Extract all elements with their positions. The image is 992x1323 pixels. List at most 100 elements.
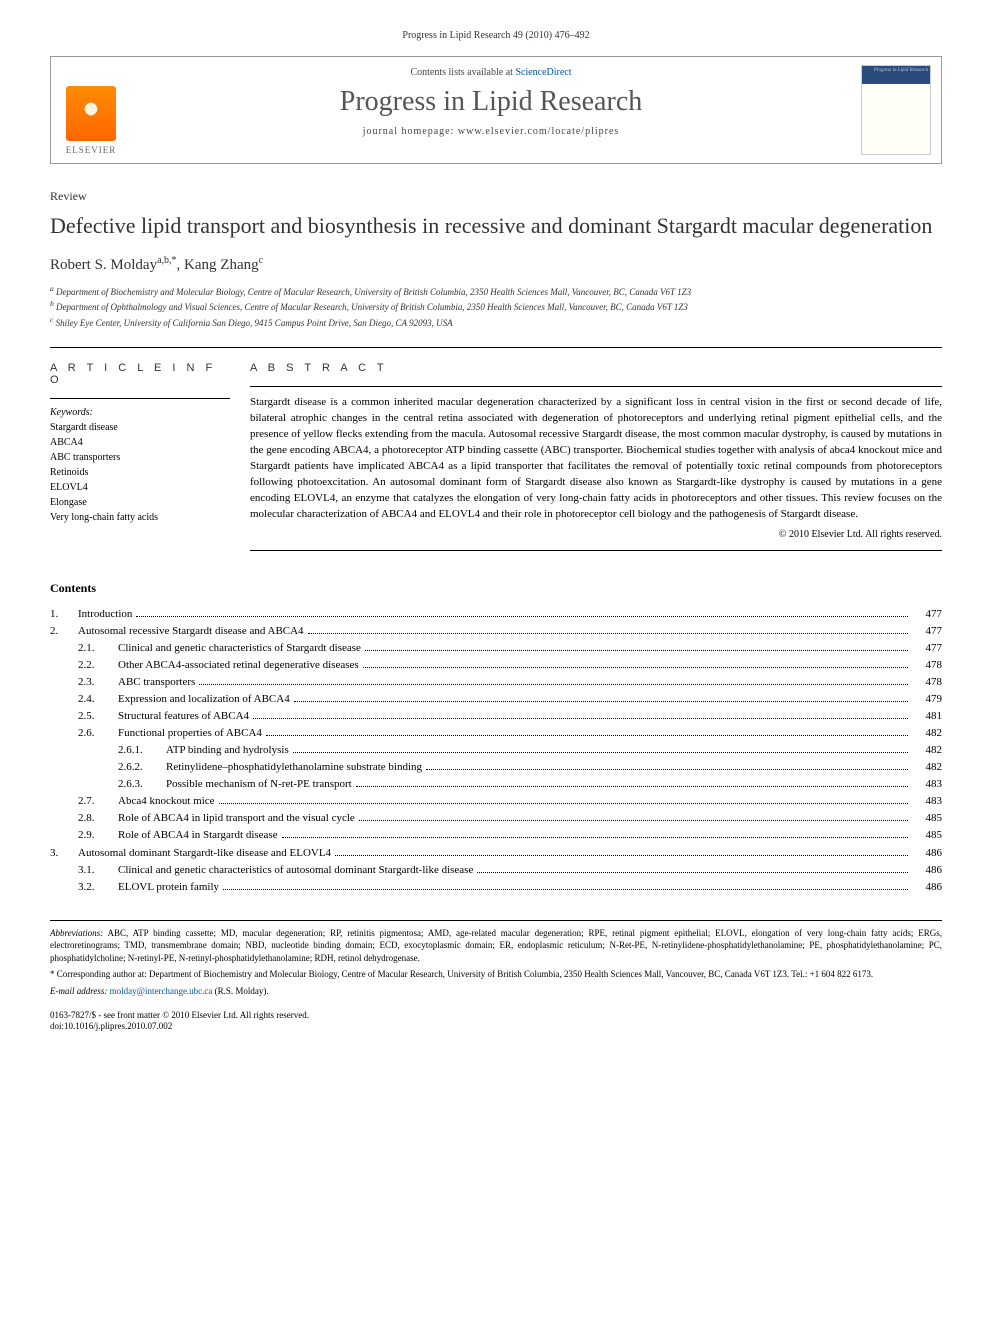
toc-number: 2.6.3. [118, 776, 166, 793]
elsevier-tree-icon [66, 86, 116, 141]
toc-title: Role of ABCA4 in Stargardt disease [118, 827, 278, 844]
keyword-item: ELOVL4 [50, 480, 230, 495]
toc-page: 477 [912, 606, 942, 623]
keyword-item: Elongase [50, 495, 230, 510]
affiliation-line: a Department of Biochemistry and Molecul… [50, 284, 942, 299]
author-1-sup: a,b,* [157, 255, 176, 266]
toc-dots [199, 684, 908, 685]
toc-title: Retinylidene–phosphatidylethanolamine su… [166, 759, 422, 776]
toc-number: 3. [50, 845, 78, 862]
author-2-sup: c [259, 255, 263, 266]
toc-dots [335, 855, 908, 856]
table-of-contents: 1.Introduction 4772.Autosomal recessive S… [50, 606, 942, 896]
toc-page: 479 [912, 691, 942, 708]
toc-number: 2.9. [78, 827, 118, 844]
toc-title: ABC transporters [118, 674, 195, 691]
keyword-item: Stargardt disease [50, 420, 230, 435]
toc-row[interactable]: 2.5.Structural features of ABCA4481 [50, 708, 942, 725]
toc-row[interactable]: 2.1.Clinical and genetic characteristics… [50, 640, 942, 657]
toc-number: 1. [50, 606, 78, 623]
masthead-center: Contents lists available at ScienceDirec… [131, 57, 851, 163]
toc-row[interactable]: 2.8.Role of ABCA4 in lipid transport and… [50, 810, 942, 827]
toc-dots [477, 872, 908, 873]
toc-dots [308, 633, 908, 634]
author-list: Robert S. Moldaya,b,*, Kang Zhangc [50, 255, 942, 274]
toc-row[interactable]: 3.Autosomal dominant Stargardt-like dise… [50, 845, 942, 862]
toc-dots [426, 769, 908, 770]
toc-title: Clinical and genetic characteristics of … [118, 862, 473, 879]
toc-number: 2.7. [78, 793, 118, 810]
toc-title: ELOVL protein family [118, 879, 219, 896]
toc-title: Autosomal dominant Stargardt-like diseas… [78, 845, 331, 862]
article-type: Review [50, 189, 942, 204]
toc-title: Introduction [78, 606, 132, 623]
toc-row[interactable]: 3.2.ELOVL protein family486 [50, 879, 942, 896]
toc-page: 482 [912, 742, 942, 759]
toc-row[interactable]: 2.6.3.Possible mechanism of N-ret-PE tra… [50, 776, 942, 793]
toc-number: 2.8. [78, 810, 118, 827]
toc-page: 486 [912, 845, 942, 862]
abstract-text: Stargardt disease is a common inherited … [250, 386, 942, 523]
page-header-citation: Progress in Lipid Research 49 (2010) 476… [50, 30, 942, 41]
toc-page: 486 [912, 862, 942, 879]
journal-cover-thumb: Progress in Lipid Research [851, 57, 941, 163]
toc-dots [356, 786, 908, 787]
toc-title: Autosomal recessive Stargardt disease an… [78, 623, 304, 640]
toc-row[interactable]: 2.6.1.ATP binding and hydrolysis482 [50, 742, 942, 759]
contents-available-line: Contents lists available at ScienceDirec… [131, 67, 851, 78]
toc-dots [223, 889, 908, 890]
footnotes: Abbreviations: ABC, ATP binding cassette… [50, 920, 942, 998]
toc-row[interactable]: 2.Autosomal recessive Stargardt disease … [50, 623, 942, 640]
abbreviations-footnote: Abbreviations: ABC, ATP binding cassette… [50, 927, 942, 965]
toc-row[interactable]: 2.6.2.Retinylidene–phosphatidylethanolam… [50, 759, 942, 776]
contents-heading: Contents [50, 581, 942, 596]
cover-title-text: Progress in Lipid Research [874, 68, 928, 73]
author-2: , Kang Zhang [177, 257, 259, 273]
author-1: Robert S. Molday [50, 257, 157, 273]
toc-number: 2.3. [78, 674, 118, 691]
abbrev-text: ABC, ATP binding cassette; MD, macular d… [50, 928, 942, 963]
toc-page: 478 [912, 674, 942, 691]
toc-row[interactable]: 1.Introduction 477 [50, 606, 942, 623]
toc-row[interactable]: 3.1.Clinical and genetic characteristics… [50, 862, 942, 879]
toc-title: Clinical and genetic characteristics of … [118, 640, 361, 657]
keywords-list: Stargardt diseaseABCA4ABC transportersRe… [50, 420, 230, 525]
toc-row[interactable]: 2.3.ABC transporters 478 [50, 674, 942, 691]
toc-dots [282, 837, 908, 838]
journal-homepage[interactable]: journal homepage: www.elsevier.com/locat… [131, 126, 851, 137]
toc-row[interactable]: 2.9.Role of ABCA4 in Stargardt disease 48… [50, 827, 942, 844]
publisher-logo-block: ELSEVIER [51, 57, 131, 163]
info-abstract-row: A R T I C L E I N F O Keywords: Stargard… [50, 347, 942, 551]
email-footnote: E-mail address: molday@interchange.ubc.c… [50, 985, 942, 998]
toc-page: 486 [912, 879, 942, 896]
toc-number: 2.6. [78, 725, 118, 742]
journal-name: Progress in Lipid Research [131, 86, 851, 118]
publisher-name: ELSEVIER [66, 145, 117, 155]
toc-page: 485 [912, 827, 942, 844]
keyword-item: Very long-chain fatty acids [50, 510, 230, 525]
doi-line: doi:10.1016/j.plipres.2010.07.002 [50, 1021, 942, 1033]
toc-dots [365, 650, 908, 651]
toc-number: 2.2. [78, 657, 118, 674]
journal-cover-icon: Progress in Lipid Research [861, 65, 931, 155]
toc-title: Expression and localization of ABCA4 [118, 691, 290, 708]
keyword-item: ABC transporters [50, 450, 230, 465]
toc-row[interactable]: 2.2.Other ABCA4-associated retinal degen… [50, 657, 942, 674]
toc-dots [294, 701, 908, 702]
toc-dots [136, 616, 908, 617]
toc-title: Other ABCA4-associated retinal degenerat… [118, 657, 359, 674]
toc-dots [359, 820, 908, 821]
toc-row[interactable]: 2.4.Expression and localization of ABCA4… [50, 691, 942, 708]
toc-row[interactable]: 2.6.Functional properties of ABCA4482 [50, 725, 942, 742]
toc-page: 485 [912, 810, 942, 827]
email-link[interactable]: molday@interchange.ubc.ca [110, 986, 213, 996]
toc-title: Role of ABCA4 in lipid transport and the… [118, 810, 355, 827]
toc-number: 3.1. [78, 862, 118, 879]
toc-number: 2.6.1. [118, 742, 166, 759]
toc-row[interactable]: 2.7.Abca4 knockout mice483 [50, 793, 942, 810]
sciencedirect-link[interactable]: ScienceDirect [515, 67, 571, 78]
toc-page: 478 [912, 657, 942, 674]
toc-title: Possible mechanism of N-ret-PE transport [166, 776, 352, 793]
toc-dots [253, 718, 908, 719]
article-title: Defective lipid transport and biosynthes… [50, 212, 942, 241]
